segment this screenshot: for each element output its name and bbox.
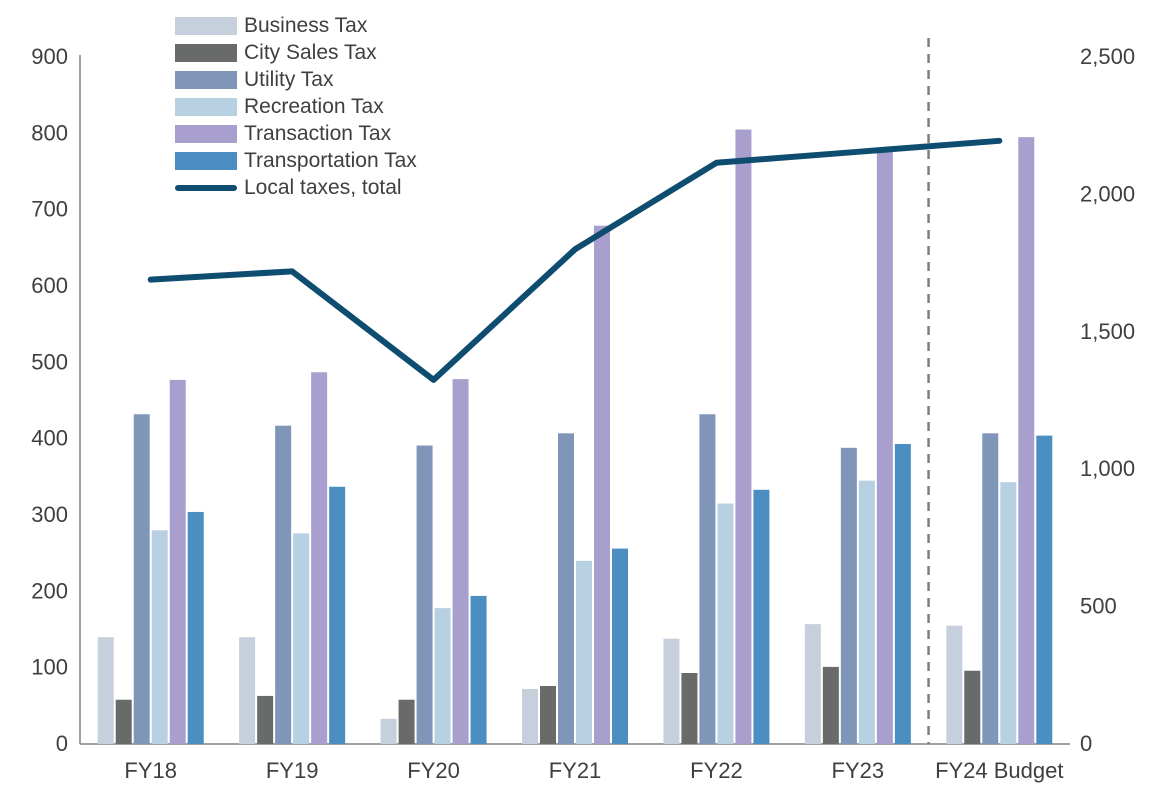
bar-recreation-tax: [1000, 482, 1017, 744]
bar-business-tax: [239, 637, 256, 744]
bar-transportation-tax: [1036, 435, 1053, 744]
bar-business-tax: [804, 624, 821, 744]
bar-city-sales-tax: [540, 685, 556, 744]
bar-city-sales-tax: [822, 666, 839, 744]
legend-swatch: [175, 44, 237, 62]
bar-transportation-tax: [187, 511, 204, 744]
x-axis-category-label: FY21: [549, 758, 602, 783]
right-axis-tick-label: 1,000: [1080, 456, 1135, 481]
chart-legend: Business Tax City Sales Tax Utility Tax Rec…: [175, 14, 417, 199]
bar-recreation-tax: [293, 533, 310, 744]
bar-business-tax: [946, 625, 963, 744]
legend-label: Transaction Tax: [244, 122, 392, 145]
left-axis-tick-label: 200: [31, 578, 68, 603]
bar-recreation-tax: [151, 530, 168, 744]
bar-city-sales-tax: [257, 695, 274, 744]
bar-utility-tax: [982, 433, 999, 744]
left-axis-tick-label: 600: [31, 273, 68, 298]
legend-item: City Sales Tax: [175, 41, 417, 64]
legend-line-swatch: [175, 179, 237, 197]
bar-transaction-tax: [876, 148, 893, 745]
bar-transportation-tax: [894, 444, 911, 744]
legend-label: Business Tax: [244, 14, 368, 37]
legend-item: Recreation Tax: [175, 95, 417, 118]
x-axis-category-label: FY18: [124, 758, 177, 783]
bar-transportation-tax: [753, 489, 770, 744]
right-axis-tick-label: 1,500: [1080, 319, 1135, 344]
bar-transaction-tax: [1018, 137, 1035, 744]
left-axis-tick-label: 400: [31, 426, 68, 451]
bar-transportation-tax: [612, 548, 628, 744]
x-axis-category-label: FY24 Budget: [935, 758, 1063, 783]
bar-recreation-tax: [576, 560, 592, 744]
bar-utility-tax: [558, 433, 574, 744]
legend-label: Recreation Tax: [244, 95, 384, 118]
bar-city-sales-tax: [398, 699, 415, 744]
left-axis-tick-label: 100: [31, 655, 68, 680]
x-axis-category-label: FY20: [407, 758, 460, 783]
bar-business-tax: [522, 689, 538, 744]
bar-business-tax: [663, 638, 680, 744]
left-axis-tick-label: 900: [31, 44, 68, 69]
bar-city-sales-tax: [115, 699, 132, 744]
bar-utility-tax: [275, 425, 292, 744]
bar-utility-tax: [133, 414, 150, 744]
legend-swatch: [175, 17, 237, 35]
bar-transportation-tax: [470, 595, 487, 744]
x-axis-category-label: FY22: [690, 758, 743, 783]
bar-city-sales-tax: [964, 670, 981, 744]
left-axis-tick-label: 700: [31, 197, 68, 222]
right-axis-tick-label: 0: [1080, 731, 1092, 756]
right-axis-tick-label: 2,500: [1080, 44, 1135, 69]
bar-transaction-tax: [594, 225, 610, 745]
legend-item: Local taxes, total: [175, 176, 417, 199]
bar-transaction-tax: [735, 129, 752, 744]
legend-swatch: [175, 152, 237, 170]
legend-swatch: [175, 71, 237, 89]
legend-line-sample: [175, 185, 237, 191]
bar-city-sales-tax: [681, 673, 698, 744]
legend-swatch: [175, 125, 237, 143]
bar-transportation-tax: [329, 486, 346, 744]
legend-label: City Sales Tax: [244, 41, 377, 64]
legend-item: Business Tax: [175, 14, 417, 37]
legend-item: Transportation Tax: [175, 149, 417, 172]
line-series-local-taxes-total: [147, 137, 1003, 383]
bar-transaction-tax: [169, 379, 186, 744]
legend-label: Utility Tax: [244, 68, 334, 91]
left-axis-tick-label: 0: [56, 731, 68, 756]
bar-transaction-tax: [452, 379, 469, 744]
left-axis-tick-label: 500: [31, 349, 68, 374]
bar-utility-tax: [840, 447, 857, 744]
bar-utility-tax: [416, 445, 433, 744]
bar-recreation-tax: [717, 503, 734, 744]
bar-utility-tax: [699, 414, 716, 744]
bar-business-tax: [97, 637, 114, 744]
x-axis-category-label: FY19: [266, 758, 319, 783]
bar-recreation-tax: [434, 608, 451, 744]
legend-label: Transportation Tax: [244, 149, 417, 172]
right-axis-tick-label: 500: [1080, 594, 1117, 619]
bar-recreation-tax: [858, 480, 875, 744]
left-axis-tick-label: 300: [31, 502, 68, 527]
legend-swatch: [175, 98, 237, 116]
right-axis-tick-label: 2,000: [1080, 181, 1135, 206]
x-axis-category-label: FY23: [832, 758, 885, 783]
legend-label: Local taxes, total: [244, 176, 402, 199]
left-axis-tick-label: 800: [31, 120, 68, 145]
legend-item: Utility Tax: [175, 68, 417, 91]
legend-item: Transaction Tax: [175, 122, 417, 145]
bar-transaction-tax: [311, 372, 328, 744]
bar-business-tax: [380, 718, 397, 744]
